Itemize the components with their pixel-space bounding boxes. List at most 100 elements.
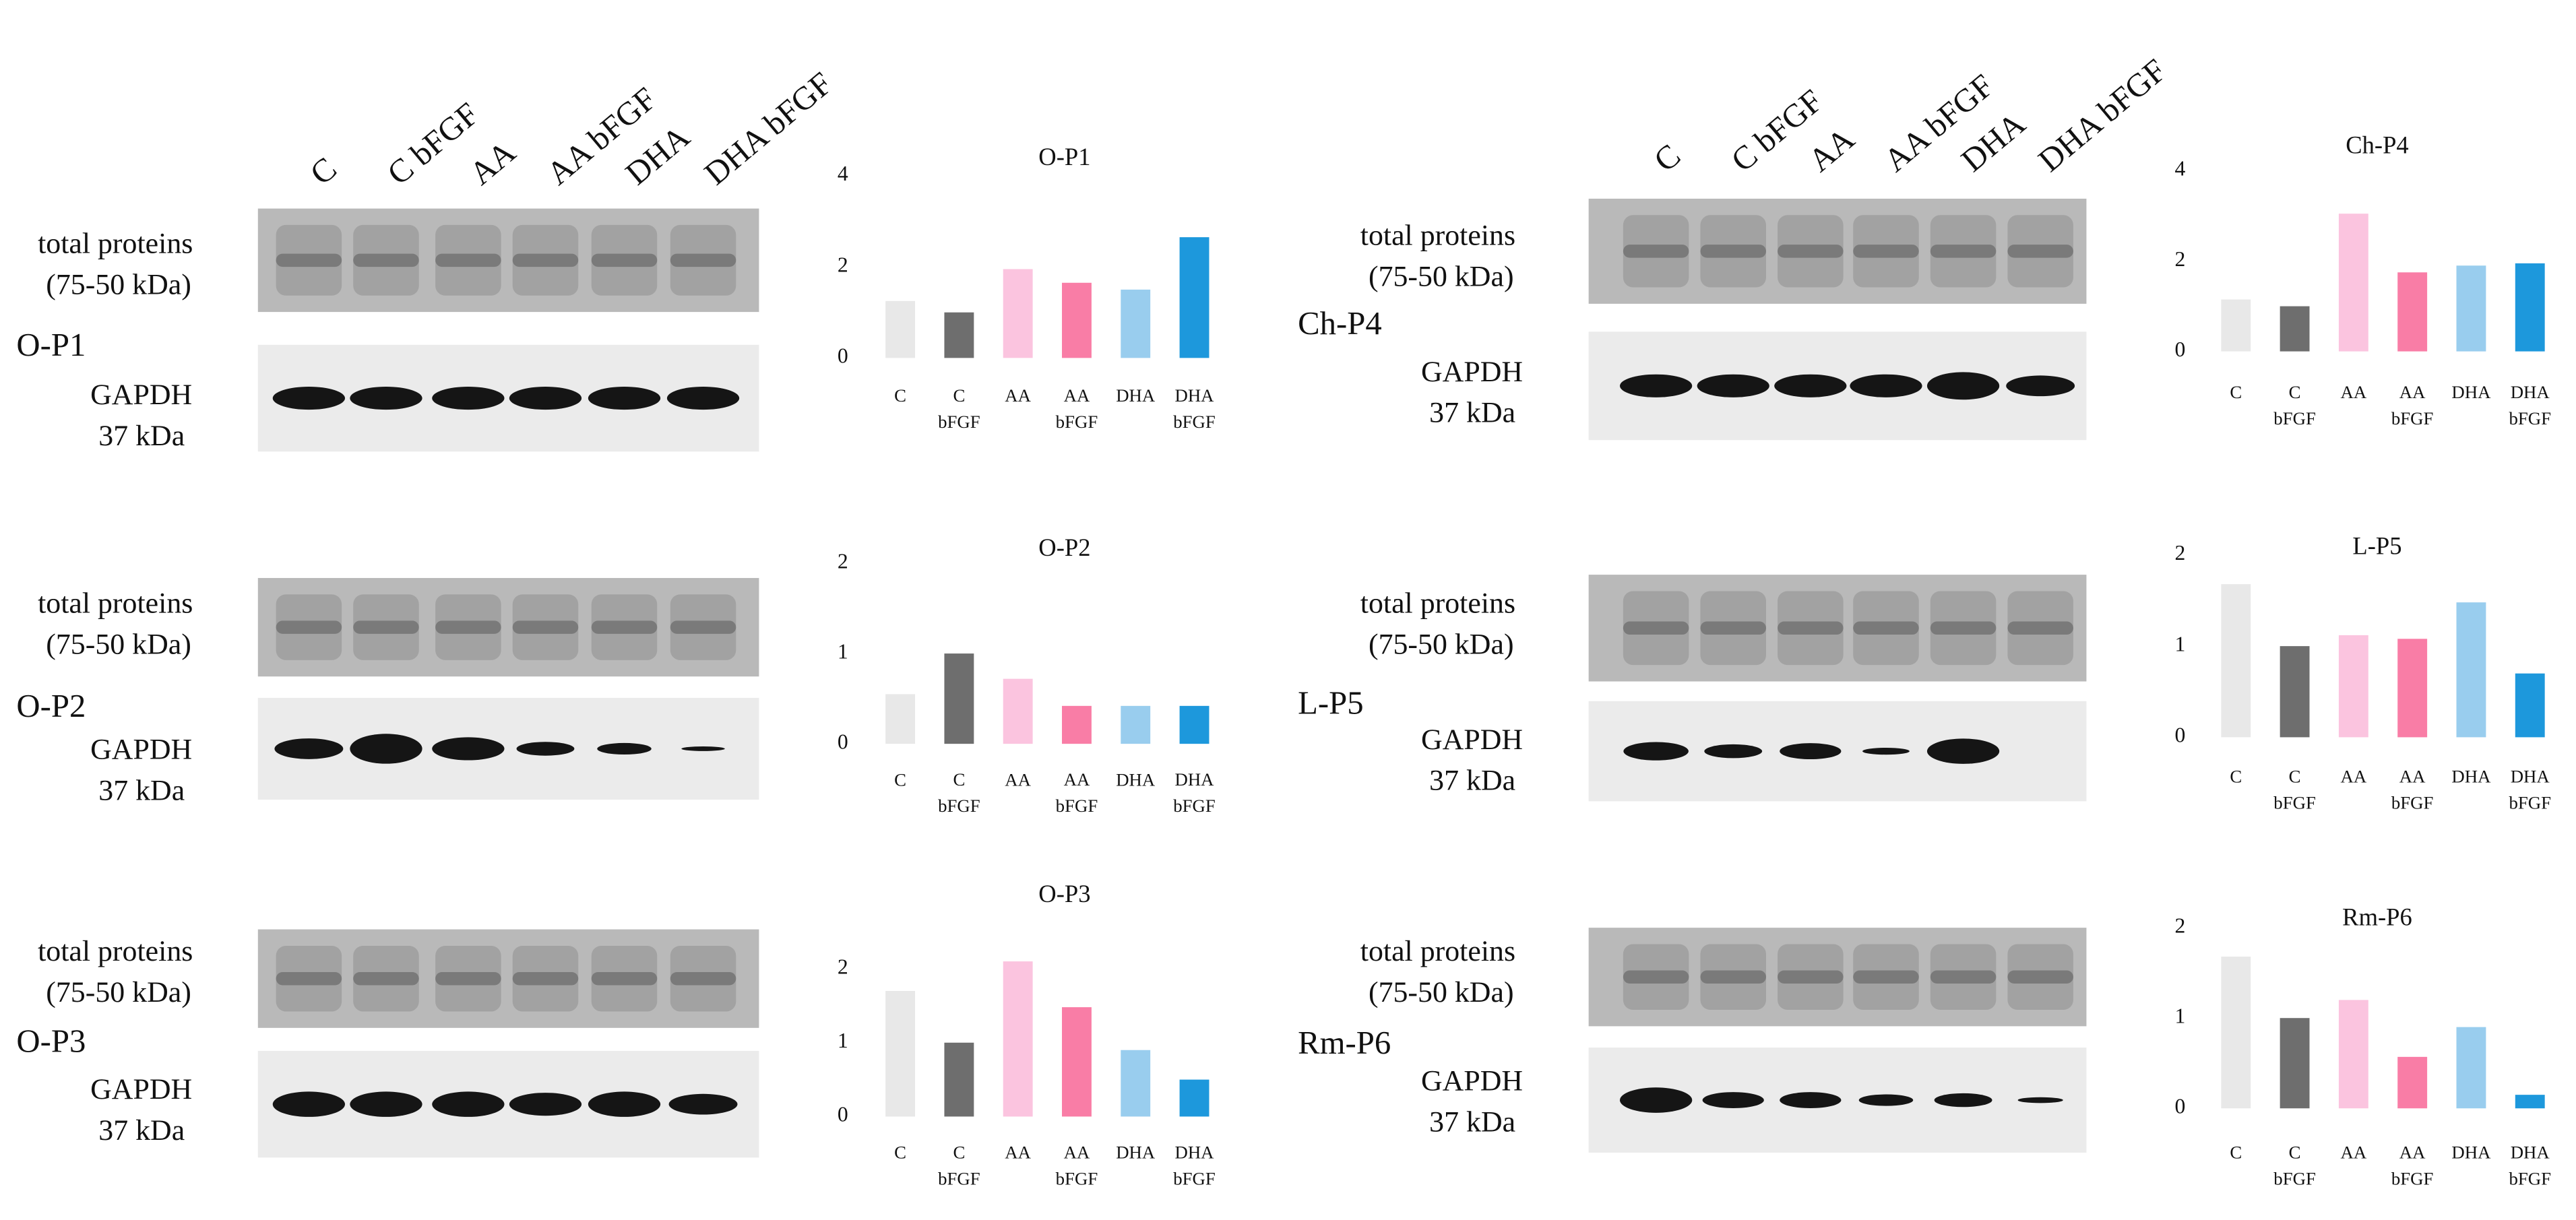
protein-band bbox=[353, 620, 419, 634]
bar bbox=[1062, 705, 1092, 744]
gapdh-band bbox=[350, 387, 422, 410]
gapdh-band bbox=[1697, 374, 1769, 397]
protein-band bbox=[276, 253, 342, 267]
y-tick-label: 2 bbox=[838, 955, 848, 978]
x-tick-label: DHA bFGF bbox=[2509, 382, 2551, 428]
protein-band bbox=[512, 620, 579, 634]
y-tick-label: 2 bbox=[2174, 541, 2185, 565]
lane-label: C bbox=[1647, 137, 1688, 179]
protein-band bbox=[670, 620, 736, 634]
blot-label: GAPDH bbox=[1421, 724, 1523, 756]
protein-band bbox=[1930, 970, 1997, 984]
gapdh-band bbox=[1934, 1093, 1992, 1107]
gapdh-band bbox=[597, 742, 652, 755]
chart-title: O-P2 bbox=[1038, 534, 1090, 561]
gapdh-band bbox=[509, 1093, 582, 1116]
blot-panel bbox=[1588, 928, 2087, 1153]
protein-band bbox=[670, 971, 736, 986]
gapdh-band bbox=[681, 746, 725, 751]
bar bbox=[2515, 1095, 2545, 1109]
x-tick-label: DHA bFGF bbox=[2509, 1143, 2551, 1189]
bar bbox=[1121, 705, 1151, 744]
bar bbox=[1179, 1079, 1210, 1117]
protein-band bbox=[1778, 970, 1844, 984]
lane-label: DHA bFGF bbox=[2032, 52, 2173, 179]
bar bbox=[1003, 961, 1033, 1117]
y-tick-label: 0 bbox=[2174, 338, 2185, 361]
y-tick-label: 0 bbox=[838, 344, 848, 368]
bar bbox=[2221, 299, 2251, 352]
protein-band bbox=[353, 253, 419, 267]
protein-band bbox=[591, 971, 658, 986]
protein-band bbox=[1853, 621, 1919, 635]
bar bbox=[1003, 269, 1033, 358]
bar bbox=[2397, 272, 2428, 352]
bar bbox=[2338, 635, 2368, 738]
gapdh-band bbox=[272, 387, 346, 410]
bar bbox=[2338, 1000, 2368, 1109]
x-tick-label: AA bFGF bbox=[2391, 382, 2434, 428]
gapdh-band bbox=[1858, 1094, 1914, 1106]
protein-band bbox=[1853, 970, 1919, 984]
gapdh-band bbox=[2006, 375, 2075, 397]
blot-label: GAPDH bbox=[1421, 356, 1523, 388]
x-tick-label: AA bFGF bbox=[2391, 766, 2434, 812]
protein-band bbox=[670, 253, 736, 267]
x-tick-label: AA bFGF bbox=[1056, 385, 1098, 432]
gapdh-band bbox=[509, 387, 582, 410]
y-tick-label: 4 bbox=[838, 162, 848, 185]
gapdh-band bbox=[432, 737, 505, 761]
chart-title: O-P3 bbox=[1038, 880, 1090, 907]
protein-band bbox=[2007, 621, 2073, 635]
lane-label: C bbox=[303, 150, 344, 192]
blot-label: 37 kDa bbox=[1429, 397, 1515, 429]
bar bbox=[1062, 282, 1092, 358]
gapdh-band bbox=[1850, 374, 1922, 397]
x-tick-label: DHA bFGF bbox=[1173, 1143, 1216, 1189]
protein-band bbox=[1623, 245, 1689, 258]
bar bbox=[2221, 957, 2251, 1109]
bar bbox=[1179, 705, 1210, 744]
x-tick-label: C bbox=[894, 1143, 906, 1163]
chart-title: L-P5 bbox=[2352, 532, 2401, 559]
bar bbox=[1062, 1007, 1092, 1117]
panel-label: Ch-P4 bbox=[1298, 305, 1382, 342]
bar bbox=[2221, 584, 2251, 738]
gapdh-band bbox=[1926, 372, 2000, 400]
gapdh-band bbox=[274, 738, 344, 759]
gapdh-band bbox=[668, 1093, 738, 1115]
x-tick-label: DHA bFGF bbox=[1173, 385, 1216, 432]
bar bbox=[885, 300, 916, 358]
bar bbox=[2456, 602, 2486, 738]
bar bbox=[944, 1042, 974, 1117]
blot-label: total proteins bbox=[1360, 587, 1515, 619]
blot-label: (75-50 kDa) bbox=[1369, 628, 1514, 660]
protein-band bbox=[276, 971, 342, 986]
gapdh-band bbox=[1623, 742, 1689, 761]
bar bbox=[2280, 306, 2310, 352]
blot-label: GAPDH bbox=[90, 733, 192, 765]
protein-band bbox=[1623, 970, 1689, 984]
y-tick-label: 0 bbox=[838, 1103, 848, 1126]
bar bbox=[944, 653, 974, 744]
x-tick-label: DHA bbox=[2451, 1143, 2491, 1163]
x-tick-label: C bbox=[894, 769, 906, 790]
x-tick-label: AA bbox=[1005, 385, 1031, 406]
bar bbox=[1121, 1050, 1151, 1117]
x-tick-label: DHA bbox=[1116, 769, 1156, 790]
blot-label: (75-50 kDa) bbox=[46, 269, 191, 301]
bar bbox=[1121, 289, 1151, 358]
blot-label: (75-50 kDa) bbox=[46, 976, 191, 1008]
protein-band bbox=[591, 253, 658, 267]
panel-label: O-P3 bbox=[16, 1023, 86, 1059]
gapdh-band bbox=[272, 1091, 346, 1117]
blot-label: (75-50 kDa) bbox=[1369, 976, 1514, 1008]
gapdh-band bbox=[1620, 1087, 1693, 1113]
y-tick-label: 0 bbox=[838, 730, 848, 753]
y-tick-label: 0 bbox=[2174, 724, 2185, 747]
bar bbox=[2338, 214, 2368, 352]
gapdh-band bbox=[666, 387, 740, 410]
panel-label: O-P1 bbox=[16, 327, 86, 363]
